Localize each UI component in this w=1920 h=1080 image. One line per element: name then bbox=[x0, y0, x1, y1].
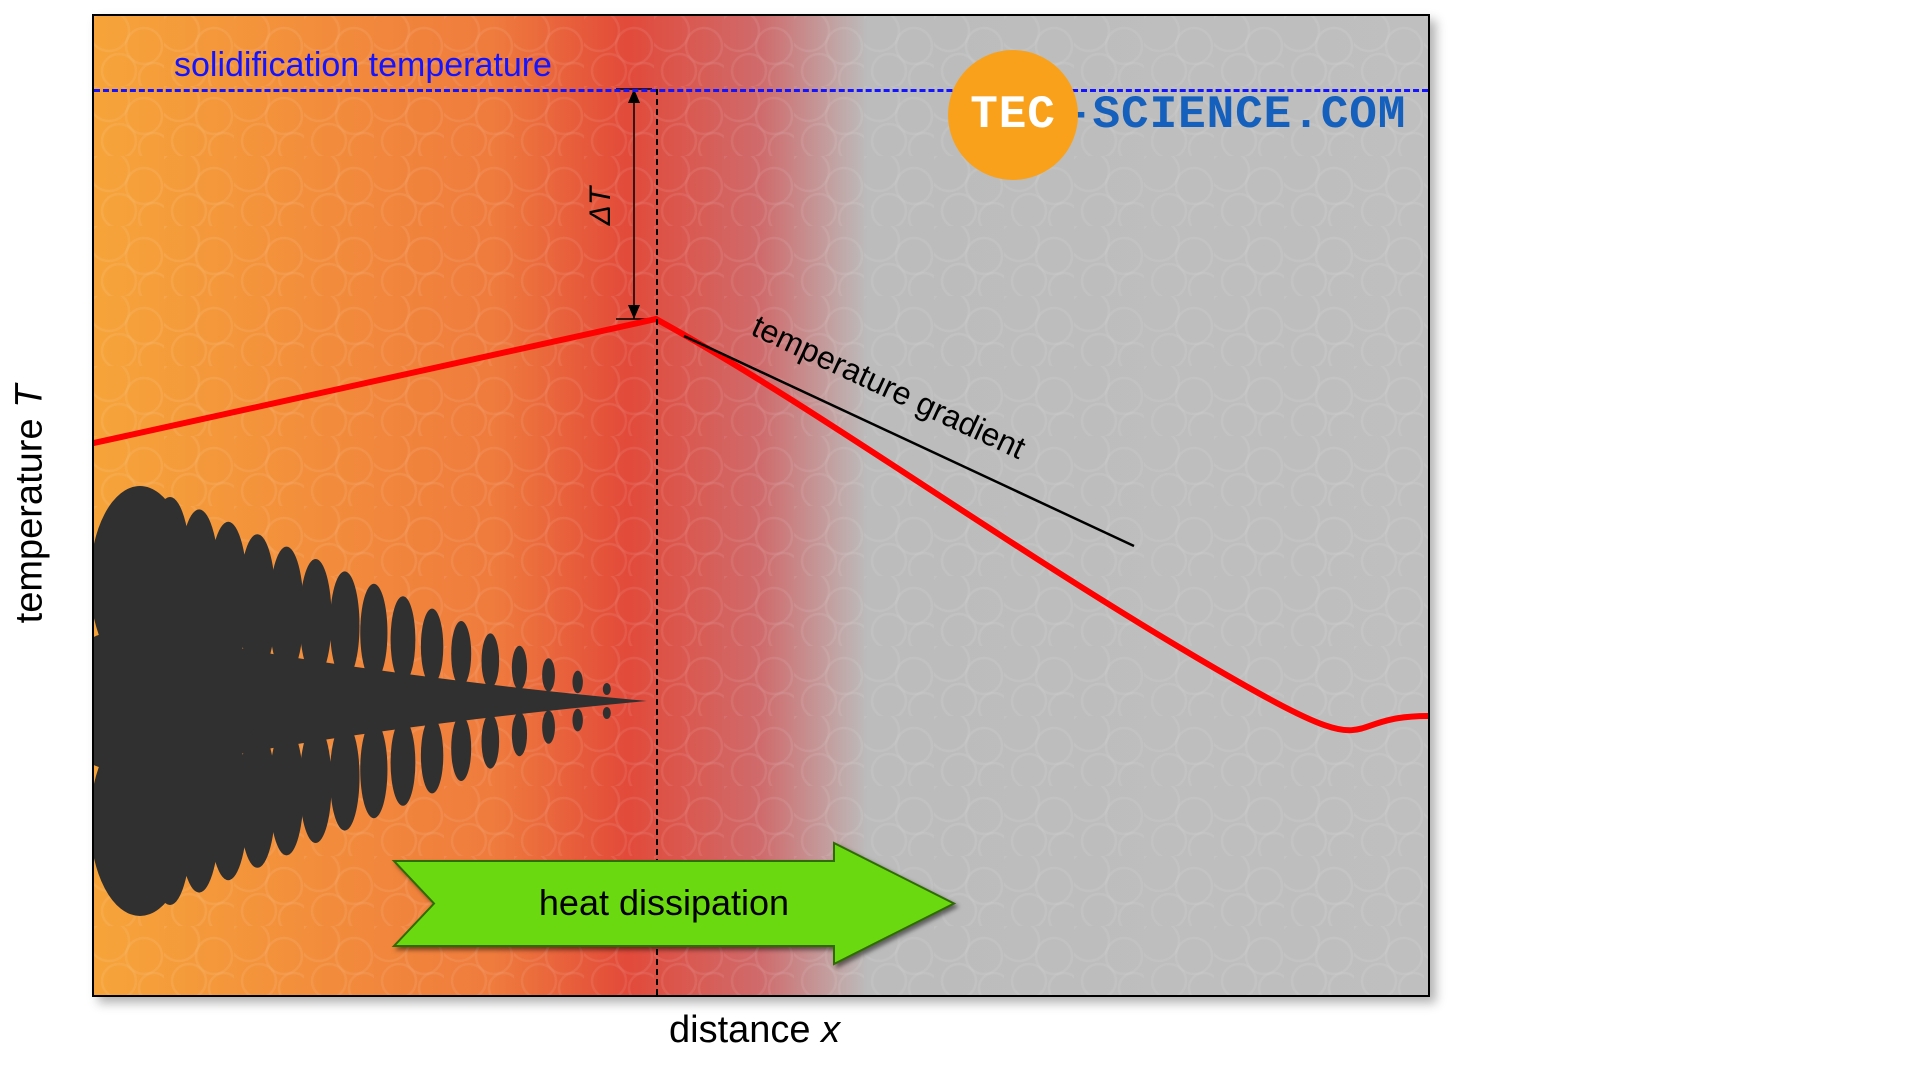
chart-frame: solidification temperature ΔT temperatur… bbox=[92, 14, 1430, 997]
tec-science-logo: TEC -SCIENCE .COM bbox=[948, 50, 1406, 180]
solidification-label: solidification temperature bbox=[174, 46, 552, 85]
heat-dissipation-label: heat dissipation bbox=[464, 882, 864, 924]
logo-text-tec: TEC bbox=[970, 89, 1056, 141]
y-axis-label: temperature T bbox=[9, 384, 52, 623]
logo-circle: TEC bbox=[948, 50, 1078, 180]
y-axis-text: temperature T bbox=[9, 384, 51, 623]
delta-t-label: ΔT bbox=[584, 187, 618, 225]
logo-text-com: .COM bbox=[1292, 89, 1406, 141]
solidification-diagram: solidification temperature ΔT temperatur… bbox=[0, 0, 1920, 1080]
x-axis-label: distance x bbox=[669, 1009, 840, 1052]
logo-text-science: -SCIENCE bbox=[1064, 89, 1292, 141]
x-axis-text: distance x bbox=[669, 1009, 840, 1051]
